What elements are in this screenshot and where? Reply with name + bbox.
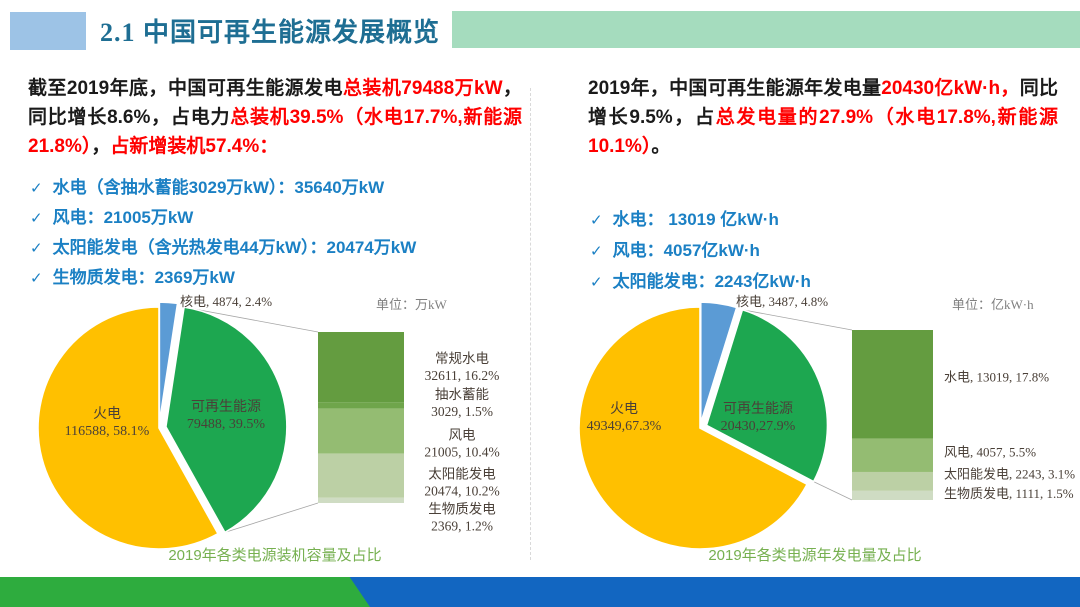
chart-svg: 可再生能源 79488, 39.5% 火电 116588, 58.1% 常规水电 3261… — [37, 301, 500, 550]
text-run-red: 总装机39.5%（水电17.7%,新能源21.8%） — [28, 107, 522, 157]
nuclear-callout-label: 核电, 3487, 4.8% — [736, 294, 829, 309]
capacity-summary-paragraph: 截至2019年底，中国可再生能源发电总装机79488万kW，同比增长8.6%，占… — [28, 74, 522, 161]
header-blue-square — [10, 12, 86, 50]
bullet-text: 太阳能发电（含光热发电44万kW）：20474万kW — [52, 238, 417, 257]
column-divider — [530, 88, 531, 560]
text-run-black: 同比增长9.5%，占 — [588, 78, 1058, 128]
bar-segment-2 — [852, 471, 933, 491]
check-icon: ✓ — [30, 180, 43, 197]
check-icon: ✓ — [590, 212, 603, 229]
bar-label-0: 常规水电 32611, 16.2% — [425, 351, 500, 383]
generation-section: 2019年，中国可再生能源年发电量20430亿kW·h，同比增长9.5%，占总发… — [588, 74, 1058, 298]
bullet-text: 太阳能发电：2243亿kW·h — [612, 272, 811, 291]
header-green-bar — [452, 11, 1080, 48]
callout-line-bottom — [813, 481, 853, 501]
bar-segment-1 — [318, 402, 404, 409]
bar-label-1: 抽水蓄能 3029, 1.5% — [431, 387, 493, 419]
bar-label-1: 风电, 4057, 5.5% — [944, 444, 1036, 459]
bullet-text: 风电：21005万kW — [52, 208, 194, 227]
bar-segment-2 — [318, 408, 404, 454]
unit-label: 单位：亿kW·h — [952, 297, 1034, 312]
text-run-red: 20430亿kW·h， — [881, 78, 1020, 99]
pie-slice-2 — [37, 306, 220, 550]
unit-label: 单位：万kW — [376, 297, 447, 312]
generation-chart: 核电, 3487, 4.8% 单位：亿kW·h 可再生能源 20430,27.9%… — [550, 285, 1080, 575]
bullet-item: ✓ 水电（含抽水蓄能3029万kW）：35640万kW — [30, 173, 522, 203]
nuclear-callout-label: 核电, 4874, 2.4% — [180, 294, 273, 309]
pie-slice-1 — [705, 308, 829, 483]
generation-bullet-list: ✓ 水电： 13019 亿kW·h ✓ 风电：4057亿kW·h ✓ 太阳能发电：2243… — [590, 205, 1058, 298]
generation-pie-canvas: 可再生能源 20430,27.9% 火电 49349,67.3% 水电, 13019, … — [550, 285, 1080, 575]
bullet-text: 水电（含抽水蓄能3029万kW）：35640万kW — [52, 178, 385, 197]
bar-segment-1 — [852, 438, 933, 472]
page-title: 2.1 中国可再生能源发展概览 — [100, 18, 441, 47]
pie-slice-1 — [165, 306, 288, 534]
bullet-item: ✓ 风电：4057亿kW·h — [590, 236, 1058, 267]
bullet-item: ✓ 生物质发电：2369万kW — [30, 263, 522, 293]
bar-label-2: 太阳能发电, 2243, 3.1% — [944, 467, 1075, 482]
check-icon: ✓ — [590, 243, 603, 260]
bullet-item: ✓ 太阳能发电（含光热发电44万kW）：20474万kW — [30, 233, 522, 263]
bullet-item: ✓ 水电： 13019 亿kW·h — [590, 205, 1058, 236]
text-run-black: 截至2019年底，中国可再生能源发电 — [28, 78, 343, 99]
check-icon: ✓ — [30, 270, 43, 287]
chart-svg: 可再生能源 20430,27.9% 火电 49349,67.3% 水电, 13019, … — [578, 301, 1075, 550]
callout-line-top — [742, 309, 853, 331]
capacity-chart: 核电, 4874, 2.4% 单位：万kW 可再生能源 79488, 39.5% 火… — [10, 285, 540, 575]
bar-label-2: 风电 21005, 10.4% — [424, 427, 499, 459]
check-icon: ✓ — [590, 274, 603, 291]
text-run-black: ，同比增长8.6%，占电力 — [28, 78, 522, 128]
capacity-chart-caption: 2019年各类电源装机容量及占比 — [168, 547, 382, 564]
bullet-text: 生物质发电：2369万kW — [52, 268, 235, 287]
bar-segment-0 — [852, 330, 933, 439]
installed-capacity-section: 截至2019年底，中国可再生能源发电总装机79488万kW，同比增长8.6%，占… — [28, 74, 522, 293]
pie-slice-0 — [158, 301, 179, 424]
bar-segment-3 — [852, 490, 933, 500]
bar-segment-4 — [318, 497, 404, 503]
pie-label-1: 可再生能源 79488, 39.5% — [187, 399, 266, 432]
footer-green-arrow — [0, 577, 370, 607]
callout-line-top — [183, 306, 319, 333]
text-run-red: 占新增装机57.4%： — [110, 136, 279, 157]
check-icon: ✓ — [30, 240, 43, 257]
capacity-bullet-list: ✓ 水电（含抽水蓄能3029万kW）：35640万kW ✓ 风电：21005万kW ✓ 太… — [30, 173, 522, 293]
check-icon: ✓ — [30, 210, 43, 227]
pie-label-2: 火电 116588, 58.1% — [65, 406, 150, 439]
bullet-item: ✓ 风电：21005万kW — [30, 203, 522, 233]
text-run-black: 。 — [651, 136, 671, 157]
capacity-pie-canvas: 可再生能源 79488, 39.5% 火电 116588, 58.1% 常规水电 3261… — [10, 285, 540, 575]
text-run-black: ， — [91, 136, 111, 157]
callout-line-bottom — [224, 502, 319, 533]
bar-label-3: 生物质发电, 1111, 1.5% — [944, 486, 1074, 501]
bar-segment-3 — [318, 453, 404, 498]
bullet-text: 风电：4057亿kW·h — [612, 241, 760, 260]
text-run-red: 总装机79488万kW — [342, 78, 503, 99]
bar-segment-0 — [318, 332, 404, 403]
text-run-black: 2019年，中国可再生能源年发电量 — [588, 78, 882, 99]
bar-label-4: 生物质发电 2369, 1.2% — [428, 502, 496, 534]
pie-label-2: 火电 49349,67.3% — [587, 401, 662, 434]
generation-summary-paragraph: 2019年，中国可再生能源年发电量20430亿kW·h，同比增长9.5%，占总发… — [588, 74, 1058, 161]
bar-label-0: 水电, 13019, 17.8% — [944, 370, 1049, 385]
pie-label-1: 可再生能源 20430,27.9% — [721, 401, 796, 434]
bullet-text: 水电： 13019 亿kW·h — [612, 210, 779, 229]
bar-label-3: 太阳能发电 20474, 10.2% — [424, 467, 499, 499]
bullet-item: ✓ 太阳能发电：2243亿kW·h — [590, 267, 1058, 298]
generation-chart-caption: 2019年各类电源年发电量及占比 — [708, 547, 922, 564]
text-run-red: 总发电量的27.9%（水电17.8%,新能源10.1%） — [588, 107, 1059, 157]
pie-slice-2 — [578, 306, 809, 550]
pie-slice-0 — [699, 301, 738, 424]
